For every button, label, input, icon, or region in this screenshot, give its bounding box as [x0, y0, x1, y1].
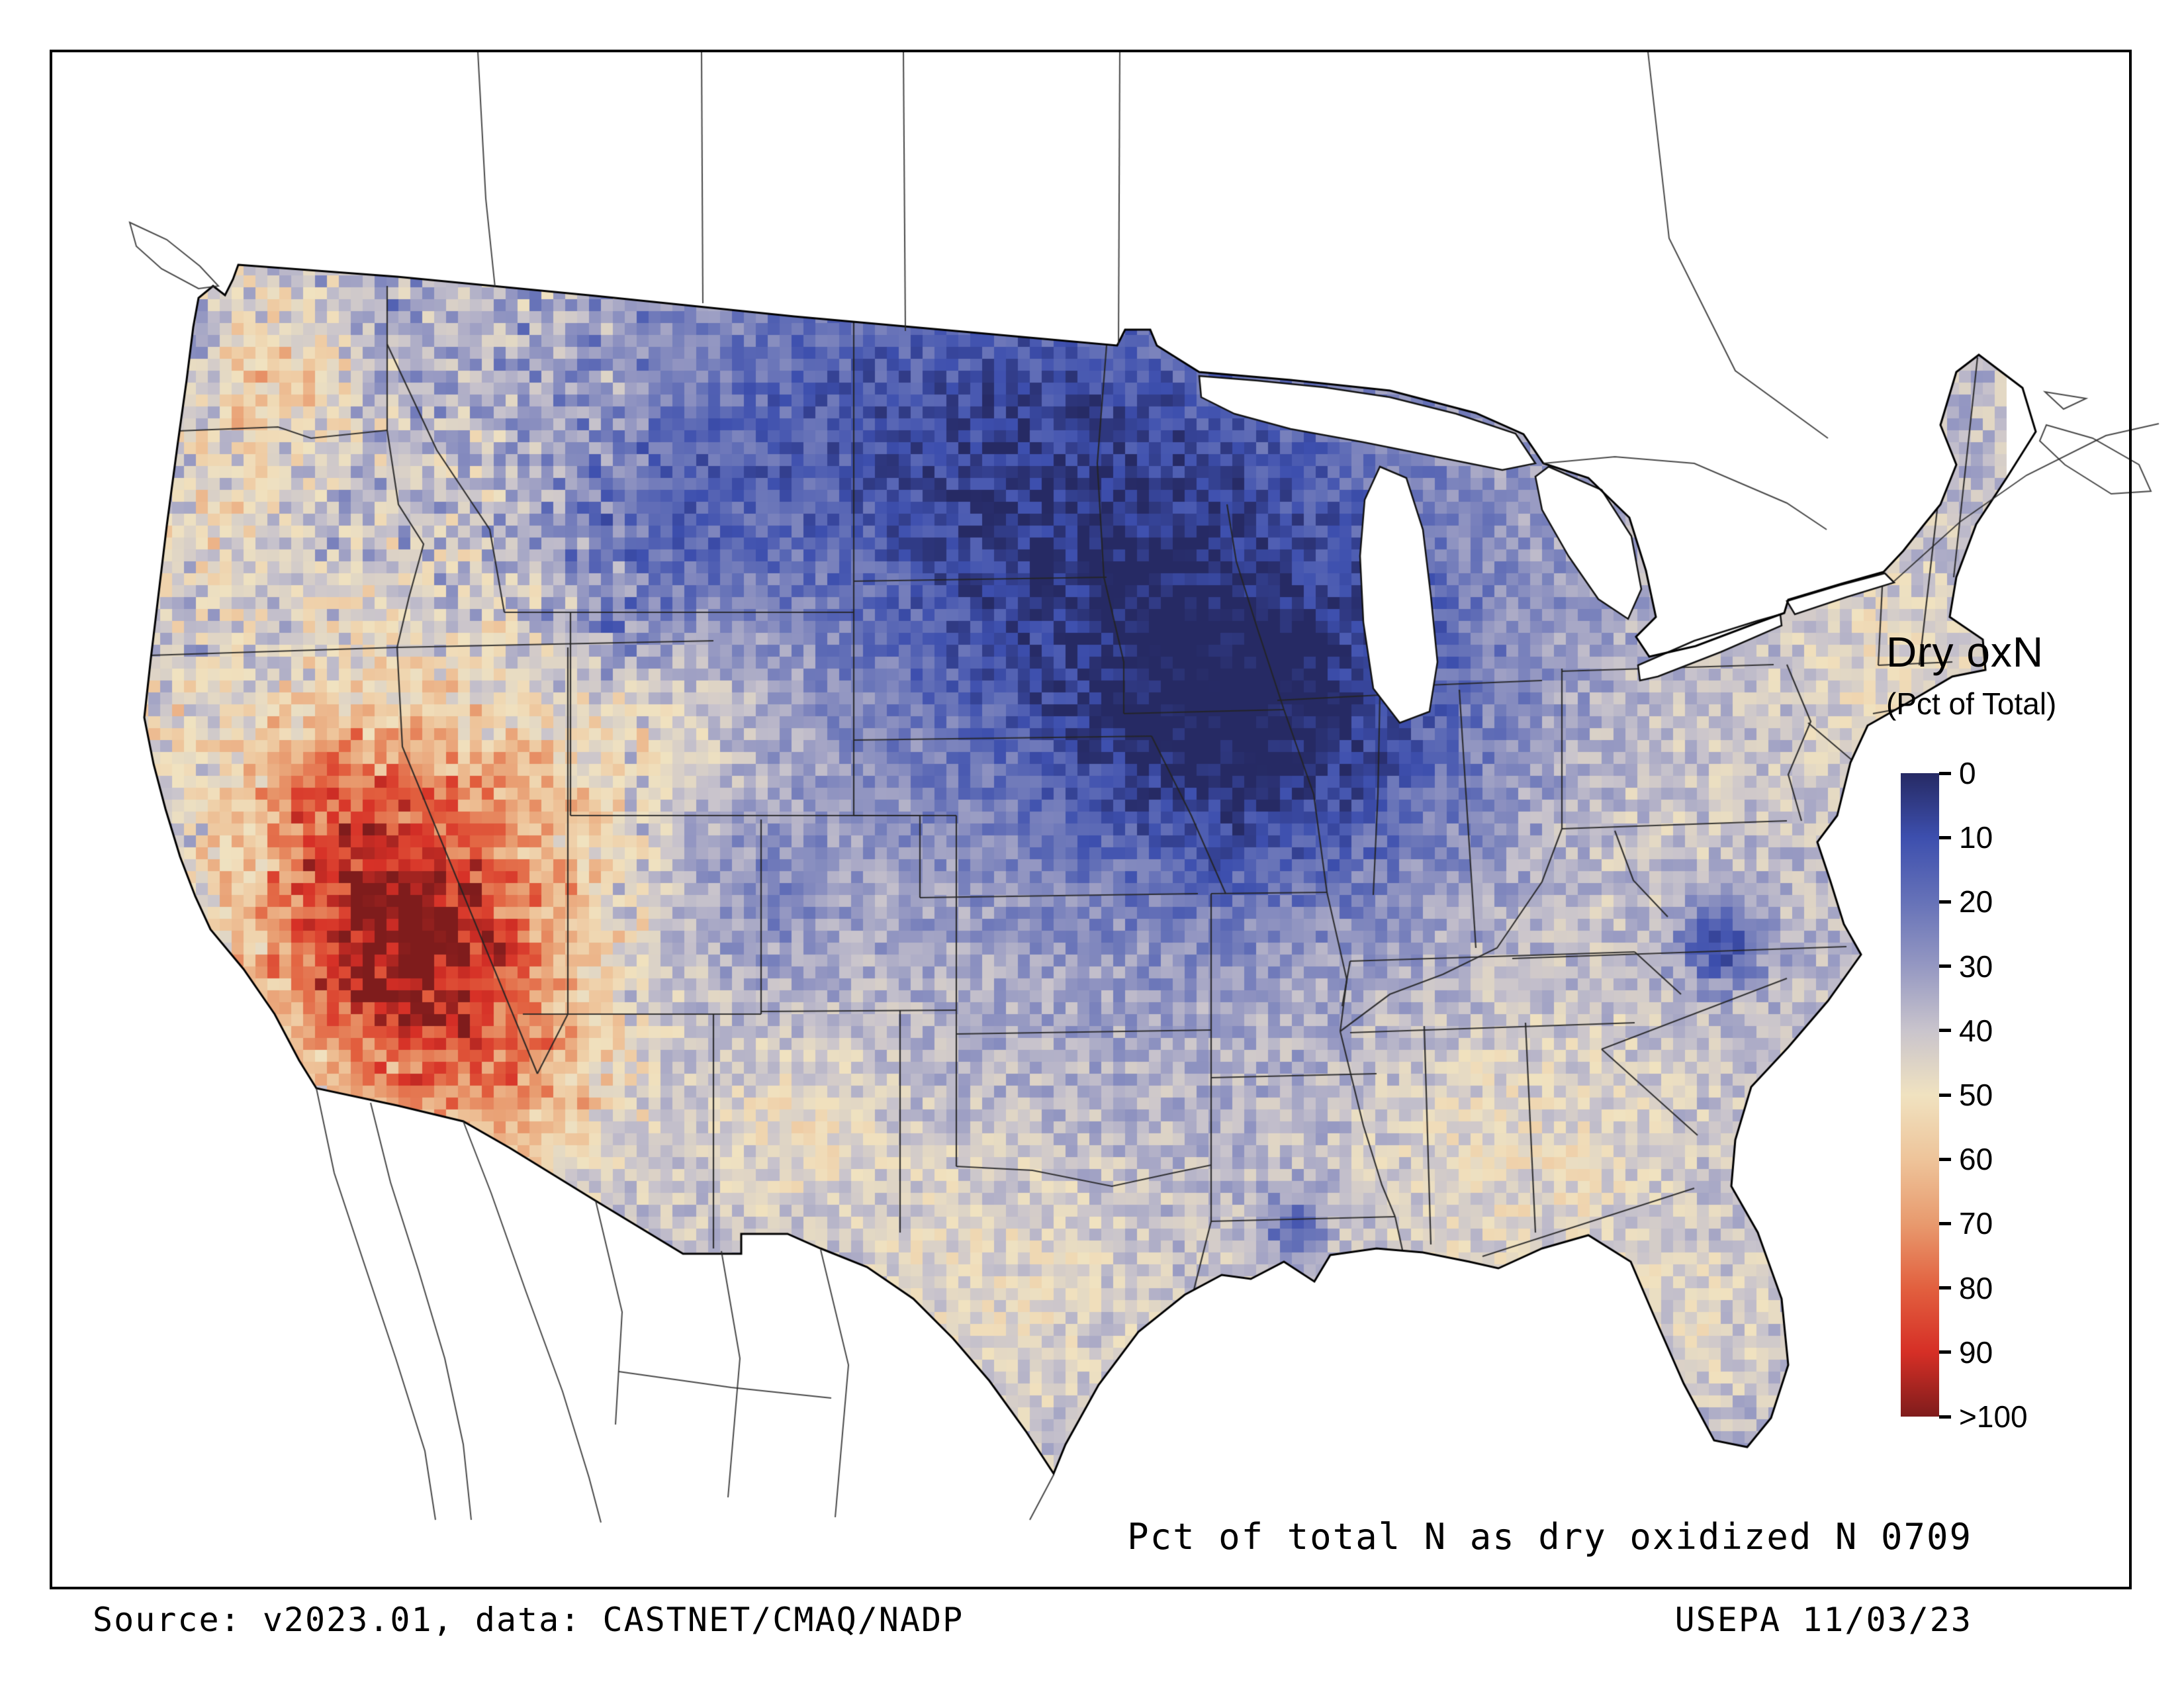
legend: Dry oxN (Pct of Total) [1886, 628, 2177, 722]
source-text: Source: v2023.01, data: CASTNET/CMAQ/NAD… [93, 1601, 964, 1639]
tick-mark-icon [1939, 900, 1951, 904]
colorbar-tick: 80 [1939, 1270, 1993, 1306]
colorbar-tick-label: >100 [1959, 1399, 2028, 1434]
colorbar-tick-label: 70 [1959, 1206, 1993, 1241]
map-caption: Pct of total N as dry oxidized N 0709 [1127, 1516, 1972, 1558]
agency-date-text: USEPA 11/03/23 [1674, 1601, 1972, 1639]
colorbar-tick-label: 30 [1959, 949, 1993, 984]
colorbar-tick: 20 [1939, 884, 1993, 919]
tick-mark-icon [1939, 1093, 1951, 1097]
tick-mark-icon [1939, 1221, 1951, 1225]
tick-mark-icon [1939, 835, 1951, 839]
colorbar-tick-label: 60 [1959, 1142, 1993, 1177]
colorbar-tick: >100 [1939, 1399, 2028, 1434]
colorbar-tick-label: 80 [1959, 1270, 1993, 1305]
colorbar-tick-label: 90 [1959, 1335, 1993, 1370]
tick-mark-icon [1939, 964, 1951, 968]
tick-mark-icon [1939, 1415, 1951, 1419]
colorbar-tick-label: 20 [1959, 884, 1993, 919]
tick-mark-icon [1939, 1157, 1951, 1161]
colorbar-tick: 90 [1939, 1335, 1993, 1370]
colorbar-tick-label: 10 [1959, 820, 1993, 855]
tick-mark-icon [1939, 1286, 1951, 1290]
colorbar-tick: 0 [1939, 755, 1976, 791]
colorbar-tick: 40 [1939, 1013, 1993, 1049]
colorbar: 0 10 20 30 40 50 60 70 80 90 >100 [1901, 756, 2179, 1434]
tick-mark-icon [1939, 1350, 1951, 1354]
colorbar-tick: 30 [1939, 949, 1993, 984]
legend-title: Dry oxN [1886, 628, 2044, 676]
colorbar-tick-label: 50 [1959, 1078, 1993, 1112]
colorbar-tick-label: 40 [1959, 1013, 1993, 1048]
tick-mark-icon [1939, 1029, 1951, 1033]
legend-subtitle: (Pct of Total) [1886, 686, 2057, 721]
colorbar-tick: 50 [1939, 1077, 1993, 1113]
colorbar-tick: 70 [1939, 1205, 1993, 1241]
colorbar-tick-label: 0 [1959, 756, 1976, 790]
tick-mark-icon [1939, 771, 1951, 775]
colorbar-tick: 60 [1939, 1141, 1993, 1177]
colorbar-tick: 10 [1939, 820, 1993, 855]
colorbar-gradient [1901, 773, 1939, 1417]
